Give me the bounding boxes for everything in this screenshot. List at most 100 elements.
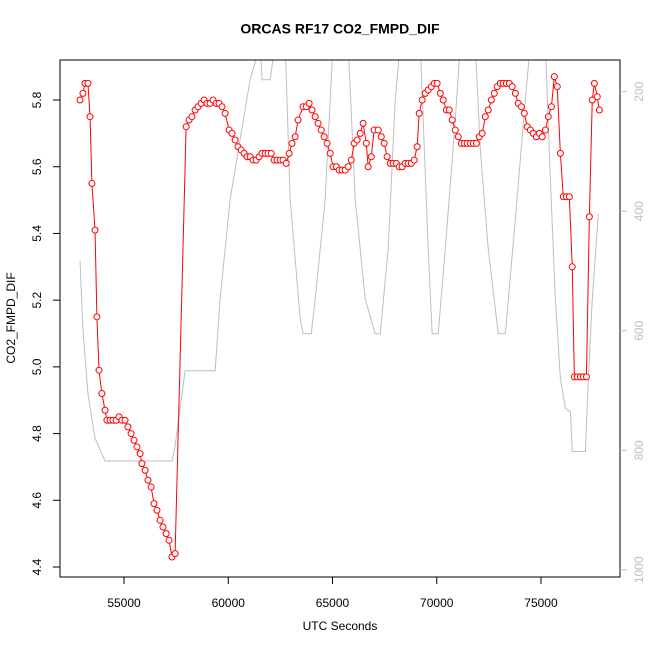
plot-frame [59,59,621,578]
data-point [367,153,375,161]
y-tick-label: 4.8 [30,425,44,442]
data-point [150,500,158,508]
data-point [188,113,196,121]
data-point [451,126,459,134]
y2-tick-label: 600 [632,320,646,340]
data-point [582,373,590,381]
data-point [308,106,316,114]
y-tick-label: 5.2 [30,291,44,308]
data-point [288,139,296,147]
data-point [511,89,519,97]
data-point [133,443,141,451]
data-point [231,136,239,144]
data-point [91,226,99,234]
data-point [311,113,319,121]
data-point [156,516,164,524]
data-point [472,139,480,147]
data-point [364,163,372,171]
y-tick-label: 4.6 [30,492,44,509]
data-point [454,133,462,141]
data-point [415,109,423,117]
data-point [320,133,328,141]
chart-title: ORCAS RF17 CO2_FMPD_DIF [240,21,440,37]
data-point [282,159,290,167]
y-tick-label: 4.4 [30,558,44,575]
data-point [344,163,352,171]
data-point [556,149,564,157]
data-point [323,139,331,147]
data-point [285,149,293,157]
data-point [127,430,135,438]
data-point [86,113,94,121]
data-point [553,83,561,91]
data-point [374,126,382,134]
data-point [445,106,453,114]
data-point [138,460,146,468]
data-point [88,179,96,187]
data-point [565,193,573,201]
data-point [305,99,313,107]
x-axis-label: UTC Seconds [303,619,378,633]
data-point [347,156,355,164]
y-axis-label: CO2_FMPD_DIF [4,272,18,363]
data-point [448,116,456,124]
data-point [171,550,179,558]
data-point [383,153,391,161]
data-point [182,123,190,131]
data-point [144,476,152,484]
data-point [487,96,495,104]
y-tick-label: 5.6 [30,158,44,175]
data-point [84,79,92,87]
x-tick-label: 60000 [212,596,246,610]
data-point [159,523,167,531]
data-point [593,93,601,101]
data-point [141,466,149,474]
data-point [538,133,546,141]
data-point [380,139,388,147]
data-point [520,109,528,117]
y2-tick-label: 1000 [632,556,646,583]
data-point [165,536,173,544]
data-point [218,103,226,111]
data-point [550,73,558,81]
data-point [76,96,84,104]
data-point [79,89,87,97]
data-point [541,126,549,134]
data-point [267,149,275,157]
data-point [95,366,103,374]
data-point [568,263,576,271]
data-point [433,79,441,87]
data-point [317,126,325,134]
data-point [136,450,144,458]
data-point [121,416,129,424]
y2-tick-label: 800 [632,440,646,460]
data-point [124,423,132,431]
data-point [221,109,229,117]
data-point [294,116,302,124]
data-point [314,119,322,127]
x-tick-label: 65000 [316,596,350,610]
data-point [228,129,236,137]
y-tick-label: 5.4 [30,225,44,242]
data-point [101,406,109,414]
y-tick-label: 5.0 [30,358,44,375]
data-point [439,96,447,104]
y2-tick-label: 200 [632,81,646,101]
data-point [517,103,525,111]
data-point [356,129,364,137]
series-line [79,60,599,462]
plot-area [76,60,603,561]
data-point [162,530,170,538]
data-point [130,436,138,444]
data-point [436,89,444,97]
data-point [153,506,161,514]
y2-tick-label: 400 [632,201,646,221]
data-point [147,483,155,491]
data-point [418,96,426,104]
data-point [362,139,370,147]
data-point [413,143,421,151]
data-point [547,103,555,111]
data-point [588,96,596,104]
data-point [484,106,492,114]
